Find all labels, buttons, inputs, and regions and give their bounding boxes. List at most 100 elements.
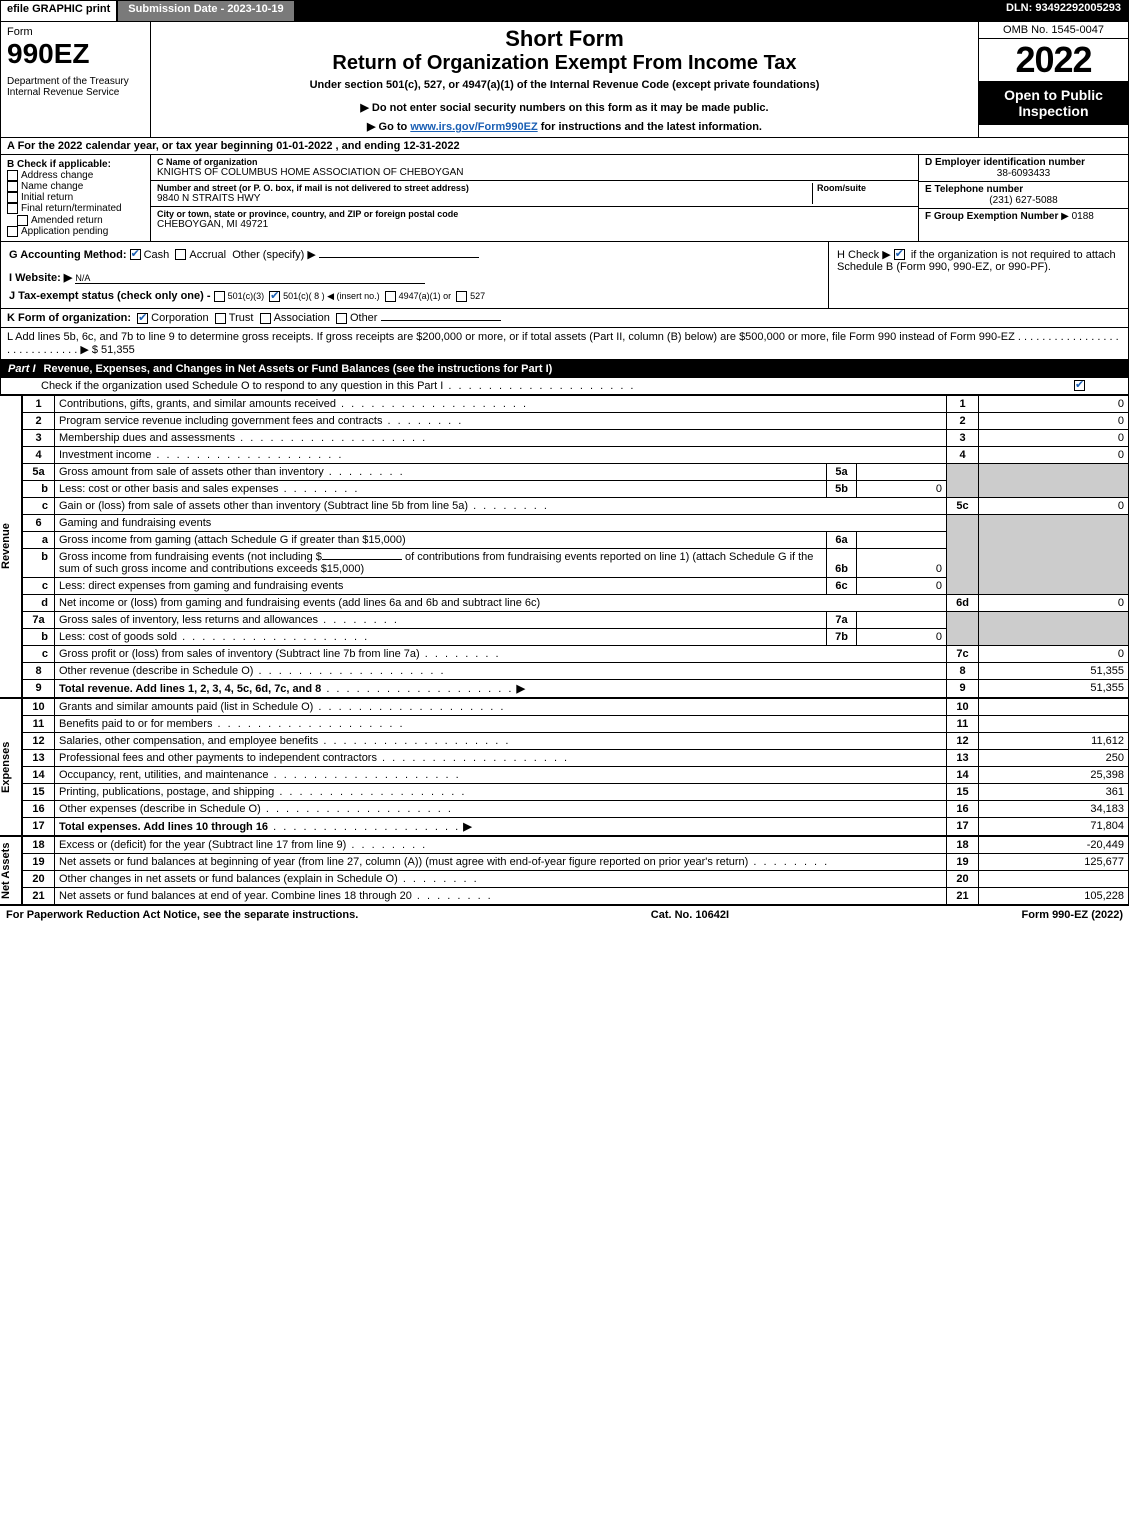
title-return: Return of Organization Exempt From Incom… [159, 52, 970, 75]
checkbox-app-pending[interactable] [7, 226, 18, 237]
checkbox-initial-return[interactable] [7, 192, 18, 203]
irs-link[interactable]: www.irs.gov/Form990EZ [410, 121, 537, 133]
omb-number: OMB No. 1545-0047 [979, 22, 1128, 39]
j-opt2: 501(c)( 8 ) ◀ (insert no.) [283, 291, 379, 301]
section-b: B Check if applicable: Address change Na… [1, 155, 151, 241]
expenses-section: Expenses 10Grants and similar amounts pa… [0, 698, 1129, 836]
ein-label: D Employer identification number [925, 157, 1122, 168]
line-19: 19Net assets or fund balances at beginni… [23, 853, 1129, 870]
j-opt3: 4947(a)(1) or [399, 291, 452, 301]
dln-label: DLN: 93492292005293 [998, 0, 1129, 22]
k-assoc: Association [274, 312, 330, 324]
checkbox-final-return[interactable] [7, 203, 18, 214]
expenses-label: Expenses [0, 698, 22, 836]
line-6b-amount-input[interactable] [322, 559, 402, 560]
section-a: A For the 2022 calendar year, or tax yea… [0, 138, 1129, 155]
checkbox-association[interactable] [260, 313, 271, 324]
b-item-1: Name change [21, 181, 83, 192]
efile-label[interactable]: efile GRAPHIC print [0, 0, 117, 22]
checkbox-501c[interactable] [269, 291, 280, 302]
tel-value: (231) 627-5088 [925, 195, 1122, 206]
open-to-public: Open to Public Inspection [979, 81, 1128, 125]
netassets-section: Net Assets 18Excess or (deficit) for the… [0, 836, 1129, 905]
bcd-row: B Check if applicable: Address change Na… [0, 155, 1129, 242]
b-item-3: Final return/terminated [21, 204, 122, 215]
title-short-form: Short Form [159, 26, 970, 52]
line-7c: cGross profit or (loss) from sales of in… [23, 645, 1129, 662]
note-ssn: ▶ Do not enter social security numbers o… [159, 101, 970, 114]
grp-label: F Group Exemption Number [925, 211, 1058, 222]
topbar-spacer [295, 0, 998, 22]
header-center: Short Form Return of Organization Exempt… [151, 22, 978, 137]
checkbox-accrual[interactable] [175, 249, 186, 260]
line-14: 14Occupancy, rent, utilities, and mainte… [23, 766, 1129, 783]
revenue-section: Revenue 1Contributions, gifts, grants, a… [0, 395, 1129, 698]
j-opt1: 501(c)(3) [228, 291, 265, 301]
subtitle: Under section 501(c), 527, or 4947(a)(1)… [159, 79, 970, 91]
form-header: Form 990EZ Department of the Treasury In… [0, 22, 1129, 138]
part1-header: Part I Revenue, Expenses, and Changes in… [0, 360, 1129, 378]
netassets-table: 18Excess or (deficit) for the year (Subt… [22, 836, 1129, 905]
expenses-table: 10Grants and similar amounts paid (list … [22, 698, 1129, 836]
section-d: D Employer identification number 38-6093… [918, 155, 1128, 241]
b-item-0: Address change [21, 170, 93, 181]
revenue-label: Revenue [0, 395, 22, 698]
header-left: Form 990EZ Department of the Treasury In… [1, 22, 151, 137]
netassets-label: Net Assets [0, 836, 22, 905]
note-goto-post: for instructions and the latest informat… [538, 121, 762, 133]
checkbox-other-org[interactable] [336, 313, 347, 324]
footer-left: For Paperwork Reduction Act Notice, see … [6, 909, 358, 921]
ein-value: 38-6093433 [925, 168, 1122, 179]
line-10: 10Grants and similar amounts paid (list … [23, 698, 1129, 715]
line-6: 6Gaming and fundraising events [23, 514, 1129, 531]
checkbox-4947[interactable] [385, 291, 396, 302]
j-opt4: 527 [470, 291, 485, 301]
section-c: C Name of organization KNIGHTS OF COLUMB… [151, 155, 918, 241]
part1-tab: Part I [8, 363, 44, 375]
g-other-input[interactable] [319, 257, 479, 258]
org-name: KNIGHTS OF COLUMBUS HOME ASSOCIATION OF … [157, 167, 912, 178]
note-goto-pre: ▶ Go to [367, 121, 410, 133]
checkbox-name-change[interactable] [7, 181, 18, 192]
page-footer: For Paperwork Reduction Act Notice, see … [0, 905, 1129, 924]
line-21: 21Net assets or fund balances at end of … [23, 887, 1129, 904]
b-item-4: Amended return [31, 215, 103, 226]
gih-row: G Accounting Method: Cash Accrual Other … [0, 242, 1129, 309]
line-11: 11Benefits paid to or for members11 [23, 715, 1129, 732]
line-20: 20Other changes in net assets or fund ba… [23, 870, 1129, 887]
checkbox-527[interactable] [456, 291, 467, 302]
checkbox-corporation[interactable] [137, 313, 148, 324]
checkbox-501c3[interactable] [214, 291, 225, 302]
line-16: 16Other expenses (describe in Schedule O… [23, 800, 1129, 817]
g-other: Other (specify) ▶ [232, 249, 316, 261]
k-corp: Corporation [151, 312, 208, 324]
line-1: 1Contributions, gifts, grants, and simil… [23, 395, 1129, 412]
checkbox-schedule-b[interactable] [894, 249, 905, 260]
k-trust: Trust [229, 312, 254, 324]
k-other-input[interactable] [381, 320, 501, 321]
checkbox-trust[interactable] [215, 313, 226, 324]
checkbox-cash[interactable] [130, 249, 141, 260]
part1-checknote-text: Check if the organization used Schedule … [41, 380, 636, 392]
footer-right: Form 990-EZ (2022) [1022, 909, 1124, 921]
k-other: Other [350, 312, 378, 324]
line-5c: cGain or (loss) from sale of assets othe… [23, 497, 1129, 514]
tax-year: 2022 [979, 39, 1128, 81]
b-item-2: Initial return [21, 192, 73, 203]
header-right: OMB No. 1545-0047 2022 Open to Public In… [978, 22, 1128, 137]
c-city-label: City or town, state or province, country… [157, 209, 912, 219]
checkbox-amended[interactable] [17, 215, 28, 226]
gih-right: H Check ▶ if the organization is not req… [828, 242, 1128, 308]
line-7a: 7aGross sales of inventory, less returns… [23, 611, 1129, 628]
checkbox-address-change[interactable] [7, 170, 18, 181]
tel-label: E Telephone number [925, 184, 1122, 195]
g-accrual: Accrual [189, 249, 226, 261]
checkbox-schedule-o[interactable] [1074, 380, 1085, 391]
b-header: B Check if applicable: [7, 159, 144, 170]
line-5a: 5aGross amount from sale of assets other… [23, 463, 1129, 480]
line-4: 4Investment income40 [23, 446, 1129, 463]
part1-heading: Revenue, Expenses, and Changes in Net As… [44, 363, 553, 375]
grp-value: ▶ 0188 [1061, 211, 1094, 222]
line-3: 3Membership dues and assessments30 [23, 429, 1129, 446]
line-12: 12Salaries, other compensation, and empl… [23, 732, 1129, 749]
